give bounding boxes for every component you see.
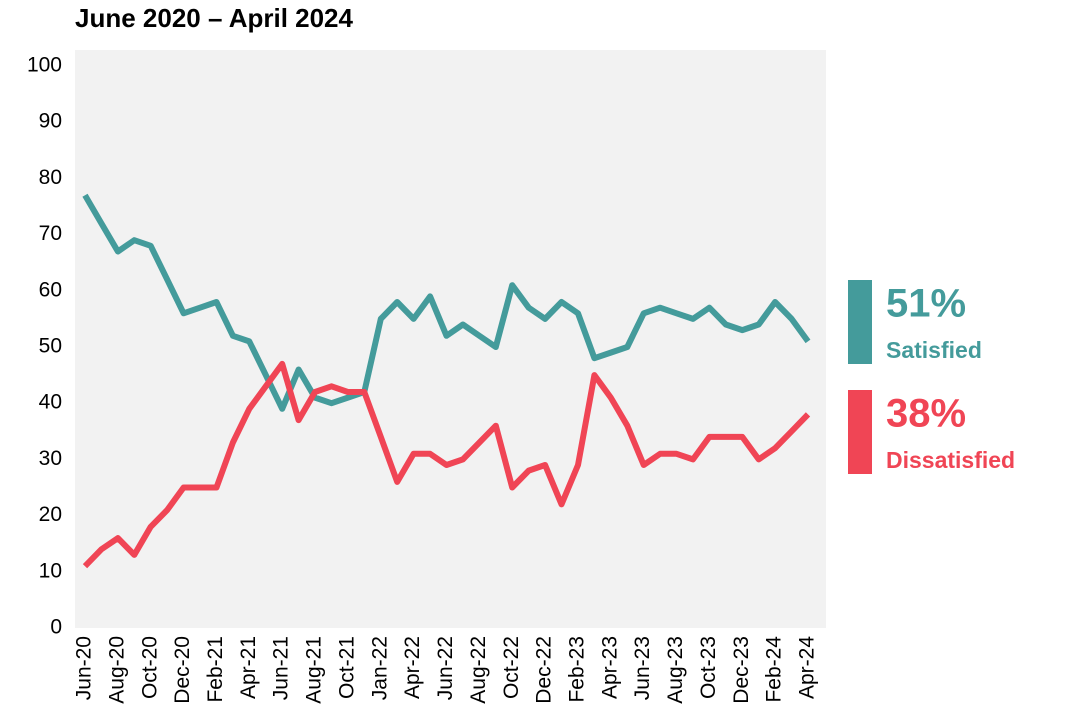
- x-tick-label: Feb-23: [566, 636, 589, 703]
- y-tick-label: 90: [39, 110, 62, 133]
- plot-area: [75, 50, 826, 628]
- y-tick-label: 60: [39, 278, 62, 301]
- x-tick-label: Jun-20: [73, 636, 96, 700]
- x-tick-label: Dec-22: [533, 636, 556, 704]
- x-tick-label: Jan-22: [368, 636, 391, 700]
- y-tick-label: 10: [39, 559, 62, 582]
- x-tick-label: Aug-20: [105, 636, 128, 704]
- x-tick-label: Jun-21: [270, 636, 293, 700]
- x-tick-label: Jun-23: [631, 636, 654, 700]
- x-tick-label: Feb-21: [204, 636, 227, 703]
- x-tick-label: Apr-22: [401, 636, 424, 699]
- x-tick-label: Feb-24: [763, 636, 786, 703]
- x-tick-label: Oct-20: [138, 636, 161, 699]
- end-value-label: 51%: [886, 282, 966, 326]
- x-tick-label: Apr-21: [237, 636, 260, 699]
- x-tick-label: Oct-23: [697, 636, 720, 699]
- series-line: [82, 193, 811, 412]
- x-tick-label: Apr-23: [598, 636, 621, 699]
- legend-swatch: [848, 280, 872, 364]
- x-tick-label: Apr-24: [796, 636, 819, 699]
- legend-swatch: [848, 390, 872, 474]
- end-value-label: 38%: [886, 392, 966, 436]
- legend-label: Satisfied: [886, 337, 982, 363]
- x-tick-label: Dec-23: [730, 636, 753, 704]
- x-tick-label: Dec-20: [171, 636, 194, 704]
- y-tick-label: 50: [39, 335, 62, 358]
- x-tick-label: Oct-21: [335, 636, 358, 699]
- y-tick-label: 20: [39, 503, 62, 526]
- x-tick-label: Aug-21: [303, 636, 326, 704]
- x-tick-label: Aug-23: [664, 636, 687, 704]
- y-tick-label: 0: [50, 616, 62, 639]
- x-tick-label: Oct-22: [500, 636, 523, 699]
- x-tick-label: Aug-22: [467, 636, 490, 704]
- legend-label: Dissatisfied: [886, 447, 1015, 473]
- y-tick-label: 30: [39, 447, 62, 470]
- x-tick-label: Jun-22: [434, 636, 457, 700]
- y-tick-label: 40: [39, 391, 62, 414]
- y-tick-label: 70: [39, 222, 62, 245]
- y-tick-label: 100: [27, 54, 62, 77]
- y-tick-label: 80: [39, 166, 62, 189]
- series-line: [82, 360, 811, 569]
- chart-title: June 2020 – April 2024: [75, 3, 354, 33]
